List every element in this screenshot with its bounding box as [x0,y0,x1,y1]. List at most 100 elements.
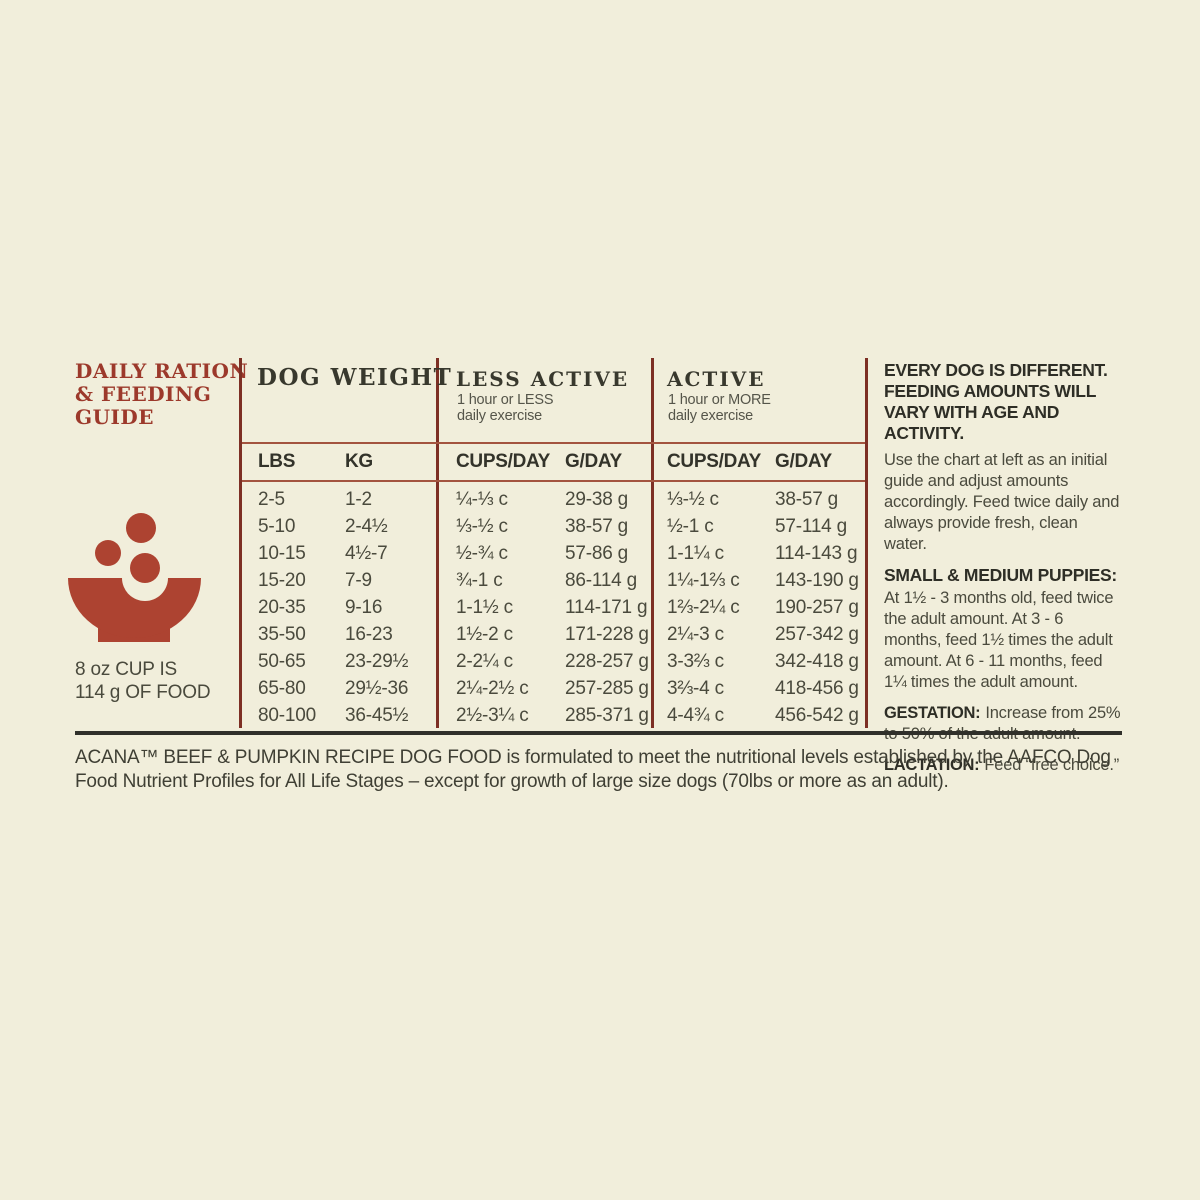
active-subtitle-1: 1 hour or MORE [668,392,771,408]
dog-weight-header: DOG WEIGHT [257,364,453,391]
divider-horizontal-bottom [242,480,865,482]
cell-kg: 2-4½ [345,516,388,537]
cell-less-g: 29-38 g [565,489,629,510]
lactation-label: LACTATION: [884,756,980,774]
cell-active-g: 418-456 g [775,678,859,699]
aafco-statement: ACANA™ BEEF & PUMPKIN RECIPE DOG FOOD is … [75,746,1120,794]
cup-conversion-note: 8 oz CUP IS 114 g OF FOOD [75,658,245,704]
cell-kg: 7-9 [345,570,372,591]
cell-lbs: 65-80 [258,678,306,699]
info-intro: Use the chart at left as an initial guid… [884,451,1120,553]
divider-vertical-4 [865,358,868,728]
col-header-kg: KG [345,451,373,472]
divider-vertical-3 [651,358,654,728]
info-heading: EVERY DOG IS DIFFERENT. FEEDING AMOUNTS … [884,360,1108,443]
cell-kg: 29½-36 [345,678,409,699]
cell-active-cups: ⅓-½ c [667,489,719,510]
cell-lbs: 10-15 [258,543,306,564]
table-row: 5-10 2-4½ ⅓-½ c 38-57 g ½-1 c 57-114 g [0,516,1200,543]
cell-less-g: 57-86 g [565,543,629,564]
active-subtitle-2: daily exercise [668,408,754,424]
cell-lbs: 5-10 [258,516,296,537]
cell-active-cups: 1¼-1⅔ c [667,570,740,591]
table-row: 2-5 1-2 ¼-⅓ c 29-38 g ⅓-½ c 38-57 g [0,489,1200,516]
cell-less-g: 38-57 g [565,516,629,537]
cell-less-g: 285-371 g [565,705,649,726]
cell-active-g: 190-257 g [775,597,859,618]
cup-note-line1: 8 oz CUP IS [75,659,177,680]
table-row: 80-100 36-45½ 2½-3¼ c 285-371 g 4-4¾ c 4… [0,705,1200,732]
cell-less-cups: ½-¾ c [456,543,508,564]
cell-less-cups: 2½-3¼ c [456,705,529,726]
table-row: 20-35 9-16 1-1½ c 114-171 g 1⅔-2¼ c 190-… [0,597,1200,624]
active-header: ACTIVE [667,367,766,391]
cell-active-cups: ½-1 c [667,516,714,537]
cell-active-cups: 3⅔-4 c [667,678,724,699]
daily-ration-title: DAILY RATION & FEEDING GUIDE [75,359,249,429]
cell-less-cups: ¾-1 c [456,570,503,591]
col-header-active-cups: CUPS/DAY [667,451,762,472]
cell-active-cups: 2¼-3 c [667,624,724,645]
cell-active-g: 456-542 g [775,705,859,726]
cell-lbs: 2-5 [258,489,285,510]
cell-active-cups: 3-3⅔ c [667,651,724,672]
cell-lbs: 20-35 [258,597,306,618]
cell-kg: 36-45½ [345,705,409,726]
cell-kg: 16-23 [345,624,393,645]
cell-active-cups: 4-4¾ c [667,705,724,726]
cell-active-g: 57-114 g [775,516,847,537]
divider-horizontal-top [242,442,865,444]
less-active-subtitle-2: daily exercise [457,408,543,424]
cell-lbs: 35-50 [258,624,306,645]
cell-less-g: 257-285 g [565,678,649,699]
cell-kg: 4½-7 [345,543,388,564]
cell-less-cups: ⅓-½ c [456,516,508,537]
cell-less-cups: 1½-2 c [456,624,513,645]
table-row: 65-80 29½-36 2¼-2½ c 257-285 g 3⅔-4 c 41… [0,678,1200,705]
divider-vertical-2 [436,358,439,728]
table-row: 50-65 23-29½ 2-2¼ c 228-257 g 3-3⅔ c 342… [0,651,1200,678]
cell-active-g: 257-342 g [775,624,859,645]
table-row: 10-15 4½-7 ½-¾ c 57-86 g 1-1¼ c 114-143 … [0,543,1200,570]
cell-less-cups: ¼-⅓ c [456,489,508,510]
cell-active-cups: 1⅔-2¼ c [667,597,740,618]
feeding-table-body: 2-5 1-2 ¼-⅓ c 29-38 g ⅓-½ c 38-57 g 5-10… [0,489,1200,732]
cell-kg: 1-2 [345,489,372,510]
cell-less-cups: 2-2¼ c [456,651,513,672]
lactation-note: LACTATION: Feed “free choice.” [884,755,1122,776]
col-header-less-cups: CUPS/DAY [456,451,551,472]
cell-active-g: 342-418 g [775,651,859,672]
cell-less-g: 114-171 g [565,597,648,618]
table-row: 35-50 16-23 1½-2 c 171-228 g 2¼-3 c 257-… [0,624,1200,651]
product-name: ACANA™ BEEF & PUMPKIN RECIPE DOG FOOD [75,747,502,768]
lactation-text: Feed “free choice.” [984,756,1120,774]
col-header-less-g: G/DAY [565,451,622,472]
table-row: 15-20 7-9 ¾-1 c 86-114 g 1¼-1⅔ c 143-190… [0,570,1200,597]
gestation-note: GESTATION:Increase from 25% to 50% of th… [884,703,1122,745]
info-panel: EVERY DOG IS DIFFERENT. FEEDING AMOUNTS … [884,360,1122,786]
aafco-text: is formulated to meet the nutritional le… [75,747,1111,792]
cell-lbs: 15-20 [258,570,306,591]
gestation-label: GESTATION: [884,704,981,722]
cell-kg: 9-16 [345,597,383,618]
cell-active-cups: 1-1¼ c [667,543,724,564]
less-active-header: LESS ACTIVE [456,367,630,391]
cell-active-g: 114-143 g [775,543,858,564]
col-header-lbs: LBS [258,451,296,472]
cell-less-cups: 1-1½ c [456,597,513,618]
cell-lbs: 80-100 [258,705,316,726]
cell-kg: 23-29½ [345,651,409,672]
divider-vertical-1 [239,358,242,728]
cell-active-g: 38-57 g [775,489,839,510]
footer-divider [75,731,1122,735]
puppies-heading: SMALL & MEDIUM PUPPIES: [884,565,1117,585]
less-active-subtitle-1: 1 hour or LESS [457,392,554,408]
cell-less-cups: 2¼-2½ c [456,678,529,699]
cell-lbs: 50-65 [258,651,306,672]
cell-less-g: 86-114 g [565,570,637,591]
dog-bowl-icon [68,513,201,642]
cell-less-g: 171-228 g [565,624,649,645]
puppies-text: At 1½ - 3 months old, feed twice the adu… [884,589,1114,691]
cell-less-g: 228-257 g [565,651,649,672]
